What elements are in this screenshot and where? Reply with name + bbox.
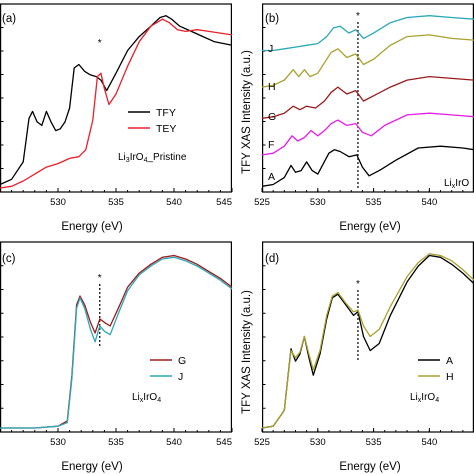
legend-label-g: G: [178, 355, 186, 367]
x-tick-label: 545: [216, 437, 232, 448]
panel-c-label: (c): [2, 253, 16, 265]
curve-label-a: A: [268, 171, 275, 183]
panel-b-x-axis-label: Energy (eV): [339, 221, 401, 233]
curve-label-g: G: [268, 111, 276, 123]
annotation-subscript: 4: [435, 397, 439, 404]
annotation-subscript: x: [452, 183, 456, 190]
star-marker: *: [356, 279, 360, 290]
panel-d-chart: (d) Energy (eV) TFY XAS Intensity (a.u.)…: [241, 241, 474, 473]
panel-c-chart: (c) Energy (eV) 530 535 540 545 * GJ LixIrO4: [0, 241, 233, 473]
panel-b-label: (b): [265, 13, 279, 25]
x-tick-label: 535: [366, 437, 382, 448]
series-line-h: [261, 253, 474, 429]
x-tick-label: 525: [254, 197, 270, 208]
star-marker: *: [98, 273, 102, 284]
annotation-text: IrO: [130, 152, 144, 163]
annotation-subscript: 3: [126, 157, 130, 164]
annotation-text: IrO: [455, 178, 469, 189]
panel-c-annotation: LixIrO4: [132, 392, 161, 404]
curve-label-h: H: [268, 81, 276, 93]
annotation-text: IrO: [421, 392, 435, 403]
panel-d-label: (d): [265, 253, 279, 265]
x-tick-label: 540: [421, 197, 437, 208]
panel-c-frame: [0, 241, 233, 433]
annotation-text: Li: [410, 392, 418, 403]
x-tick-label: 530: [310, 437, 326, 448]
curve-label-f: F: [268, 139, 274, 151]
panel-a-label: (a): [2, 13, 16, 25]
panel-c-x-axis-label: Energy (eV): [61, 461, 123, 473]
x-tick-label: 540: [421, 437, 437, 448]
panel-b-annotation: LixIrO: [444, 178, 469, 190]
series-line-tfy: [0, 15, 233, 186]
annotation-text: Li: [132, 392, 140, 403]
panel-b-chart: (b) Energy (eV) TFY XAS Intensity (a.u.)…: [241, 3, 474, 233]
x-tick-label: 535: [108, 437, 124, 448]
panel-a-chart: (a) Energy (eV) 530 535 540 545 * TFY TEY Li3Ir…: [0, 3, 233, 233]
series-line-g: [261, 75, 474, 120]
series-line-j: [262, 15, 474, 52]
annotation-subscript: 4: [144, 157, 148, 164]
x-tick-label: 540: [166, 437, 182, 448]
series-line-g: [0, 254, 233, 429]
annotation-subscript: x: [140, 397, 144, 404]
star-marker: *: [98, 38, 102, 49]
annotation-subscript: 4: [157, 397, 161, 404]
panel-b-y-axis-label: TFY XAS Intensity (a.u.): [241, 50, 253, 174]
legend-label-tey: TEY: [156, 123, 176, 135]
panel-a-frame: [0, 3, 233, 193]
panel-a-annotation: Li3IrO4_Pristine: [118, 152, 187, 164]
panel-d-y-axis-label: TFY XAS Intensity (a.u.): [241, 290, 253, 414]
panel-d-frame: [262, 241, 474, 433]
x-tick-label: 540: [166, 197, 182, 208]
annotation-text: Li: [444, 178, 452, 189]
series-line-a: [261, 254, 474, 429]
legend-label-j: J: [178, 371, 183, 383]
panel-a-x-axis-label: Energy (eV): [61, 221, 123, 233]
star-marker: *: [356, 11, 360, 22]
x-tick-label: 530: [50, 437, 66, 448]
annotation-text: Li: [118, 152, 126, 163]
annotation-text: _Pristine: [147, 152, 187, 163]
series-line-a: [261, 145, 474, 187]
legend-label-h: H: [446, 371, 454, 383]
series-line-tey: [0, 18, 233, 189]
panel-d-annotation: LixIrO4: [410, 392, 439, 404]
annotation-text: IrO: [143, 392, 157, 403]
legend-label-tfy: TFY: [156, 107, 176, 119]
x-tick-label: 530: [50, 197, 66, 208]
x-tick-label: 545: [216, 197, 232, 208]
annotation-subscript: x: [418, 397, 422, 404]
curve-label-j: J: [268, 43, 273, 55]
x-tick-label: 525: [254, 437, 270, 448]
series-line-h: [261, 34, 474, 88]
series-line-j: [0, 256, 233, 429]
x-tick-label: 535: [366, 197, 382, 208]
x-tick-label: 530: [310, 197, 326, 208]
x-tick-label: 535: [108, 197, 124, 208]
legend-label-a: A: [446, 355, 453, 367]
panel-d-x-axis-label: Energy (eV): [339, 461, 401, 473]
series-line-f: [261, 112, 474, 156]
